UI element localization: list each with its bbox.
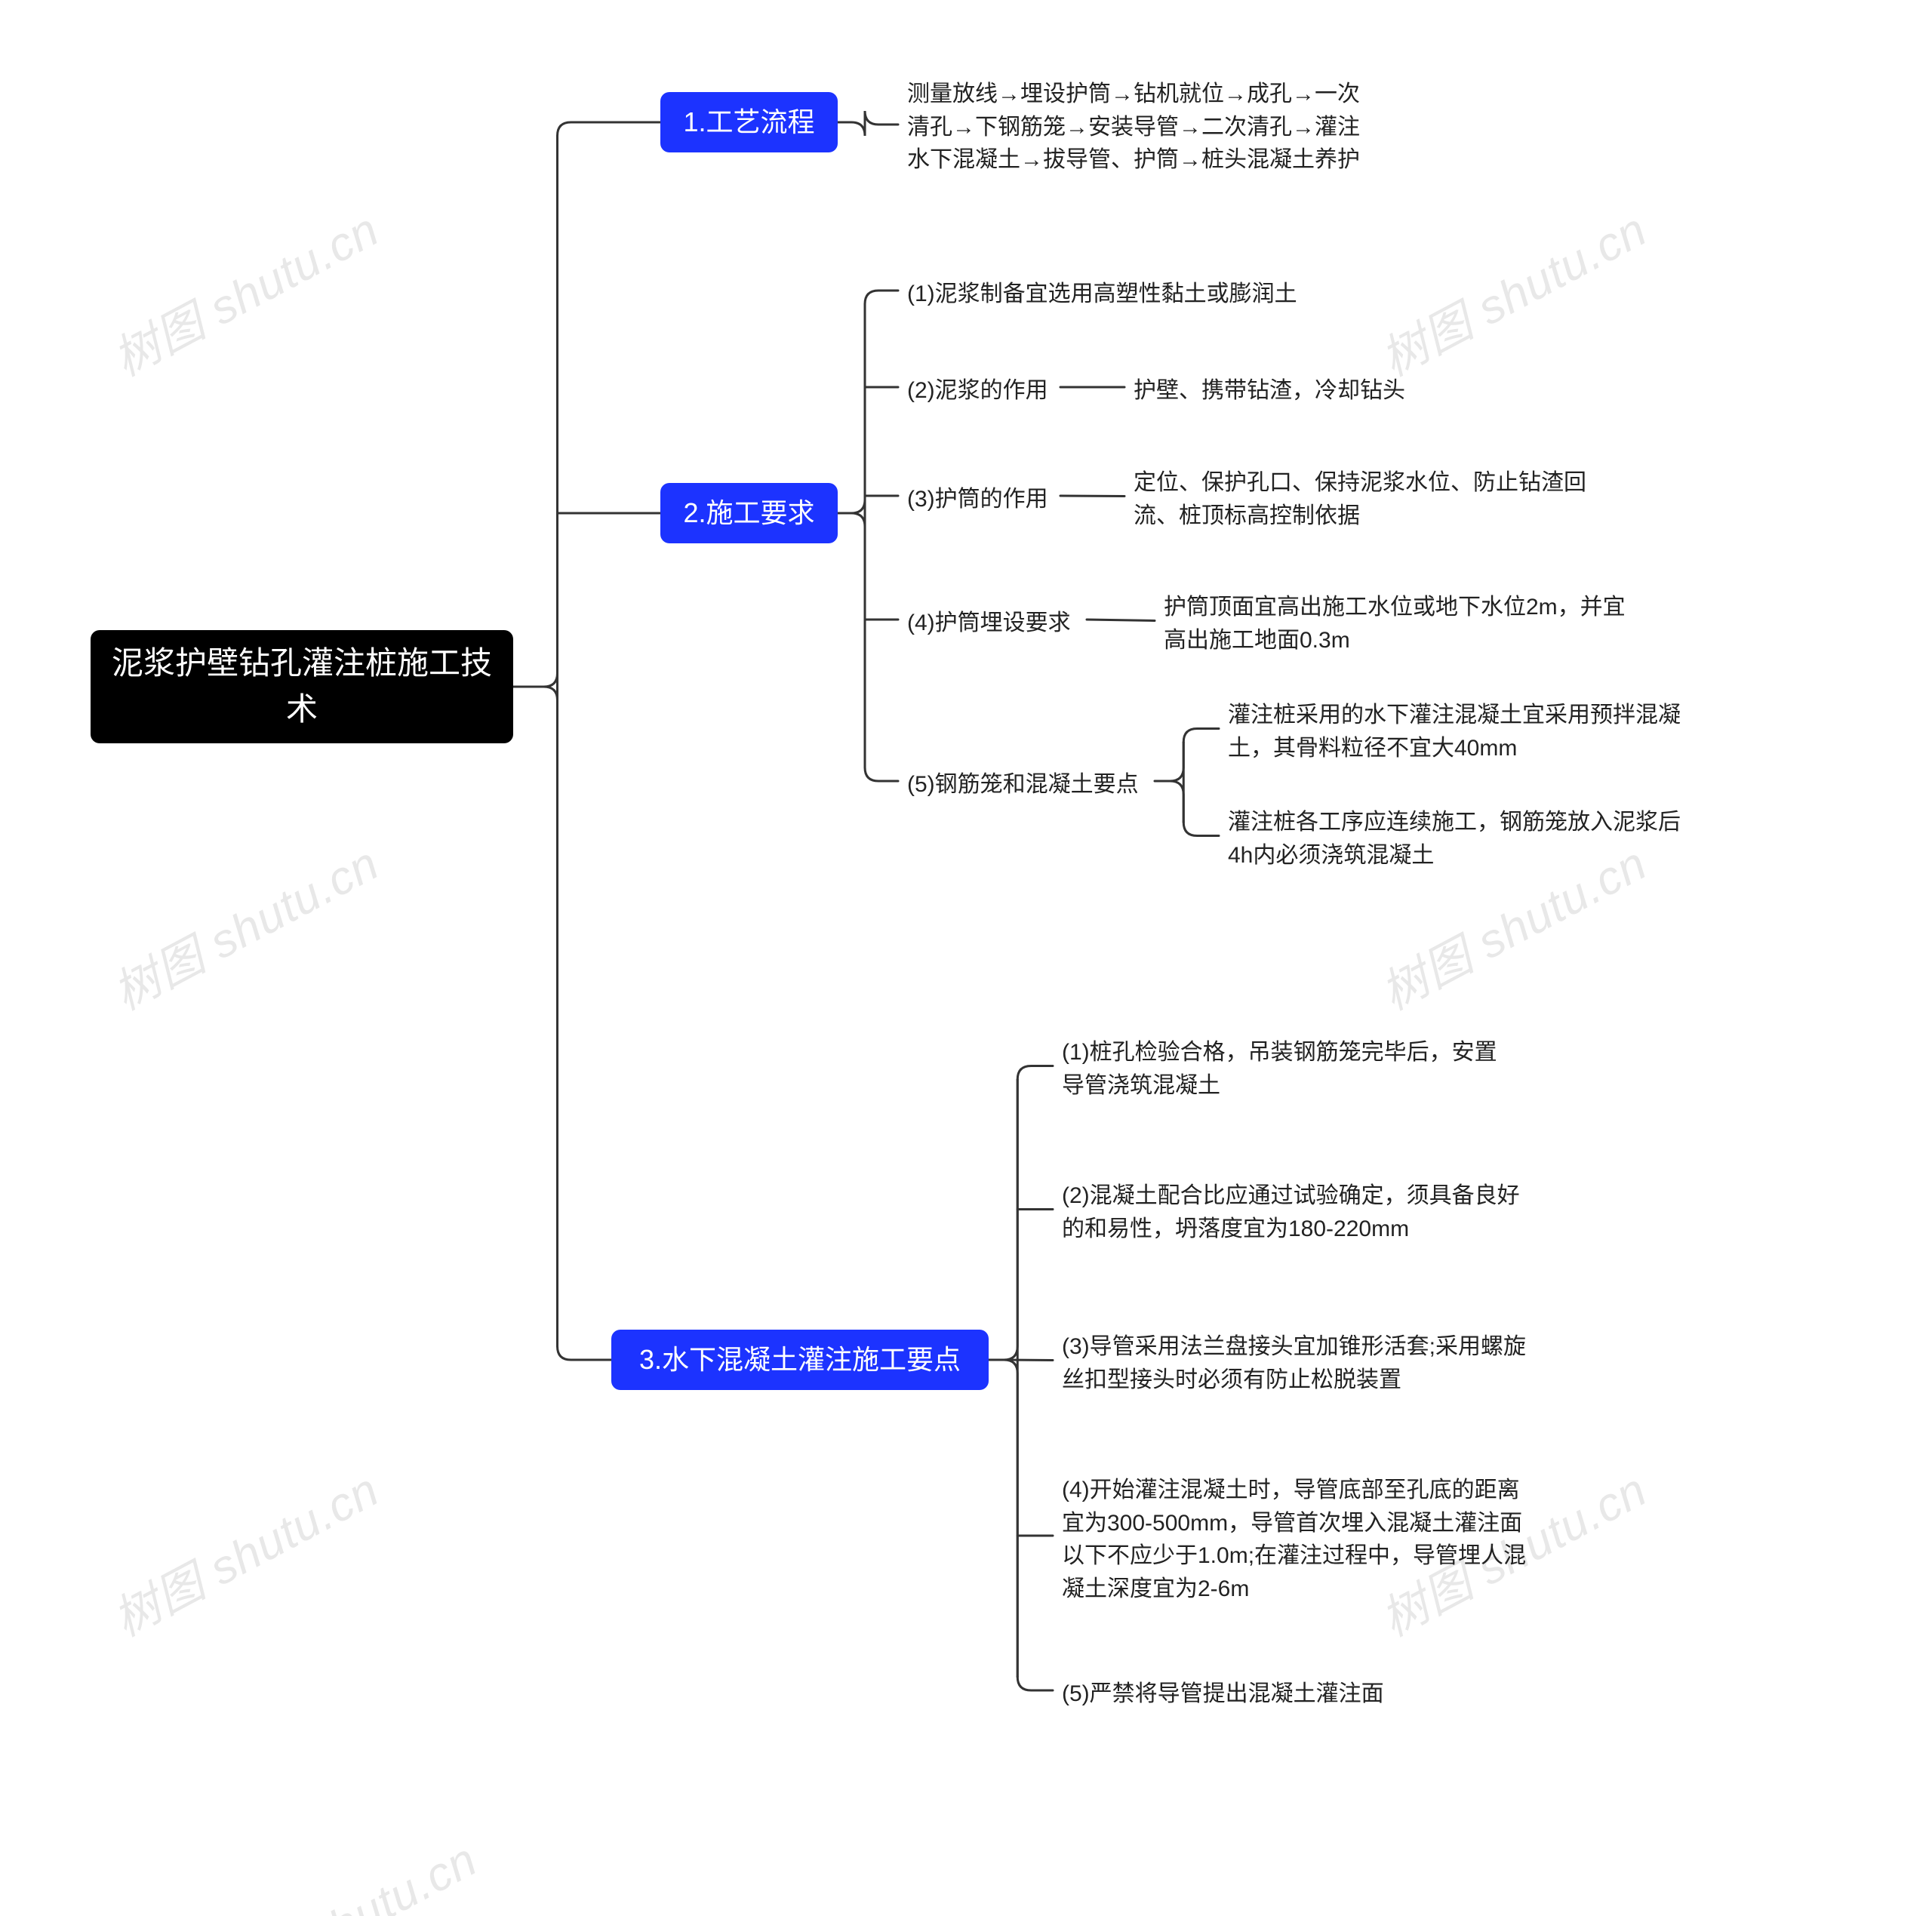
node-layer: 泥浆护壁钻孔灌注桩施工技术 1.工艺流程 2.施工要求 3.水下混凝土灌注施工要点 测量… [0,0,1932,1916]
mindmap-node-b3_3: (3)导管采用法兰盘接头宜加锥形活套;采用螺旋丝扣型接头时必须有防止松脱装置 [1053,1324,1536,1402]
mindmap-node-b3_1: (1)桩孔检验合格，吊装钢筋笼完毕后，安置导管浇筑混凝土 [1053,1030,1521,1108]
mindmap-node-b2_5_2: 灌注桩各工序应连续施工，钢筋笼放入泥浆后4h内必须浇筑混凝土 [1219,800,1702,878]
mindmap-node-b2_5_1: 灌注桩采用的水下灌注混凝土宜采用预拌混凝土，其骨料粒径不宜大40mm [1219,693,1702,770]
mindmap-node-b2_4_1: 护筒顶面宜高出施工水位或地下水位2m，并宜高出施工地面0.3m [1155,585,1638,663]
mindmap-node-b3: 3.水下混凝土灌注施工要点 [611,1330,989,1390]
mindmap-node-b3_4: (4)开始灌注混凝土时，导管底部至孔底的距离宜为300-500mm，导管首次埋入… [1053,1468,1551,1611]
mindmap-node-b2: 2.施工要求 [660,483,838,543]
mindmap-node-b2_3_1: 定位、保护孔口、保持泥浆水位、防止钻渣回流、桩顶标高控制依据 [1124,460,1607,538]
mindmap-node-b2_2_1: 护壁、携带钻渣，冷却钻头 [1124,368,1426,414]
mindmap-node-b2_1: (1)泥浆制备宜选用高塑性黏土或膨润土 [898,272,1328,317]
mindmap-node-root: 泥浆护壁钻孔灌注桩施工技术 [91,630,513,743]
mindmap-node-b3_2: (2)混凝土配合比应通过试验确定，须具备良好的和易性，坍落度宜为180-220m… [1053,1173,1536,1251]
mindmap-node-b3_5: (5)严禁将导管提出混凝土灌注面 [1053,1672,1423,1717]
mindmap-node-b2_3: (3)护筒的作用 [898,477,1060,522]
mindmap-node-b2_2: (2)泥浆的作用 [898,368,1060,414]
mindmap-node-b2_4: (4)护筒埋设要求 [898,601,1087,646]
mindmap-node-b1_1: 测量放线→埋设护筒→钻机就位→成孔→一次清孔→下钢筋笼→安装导管→二次清孔→灌注… [898,72,1389,183]
mindmap-node-b2_5: (5)钢筋笼和混凝土要点 [898,762,1155,807]
mindmap-node-b1: 1.工艺流程 [660,92,838,152]
